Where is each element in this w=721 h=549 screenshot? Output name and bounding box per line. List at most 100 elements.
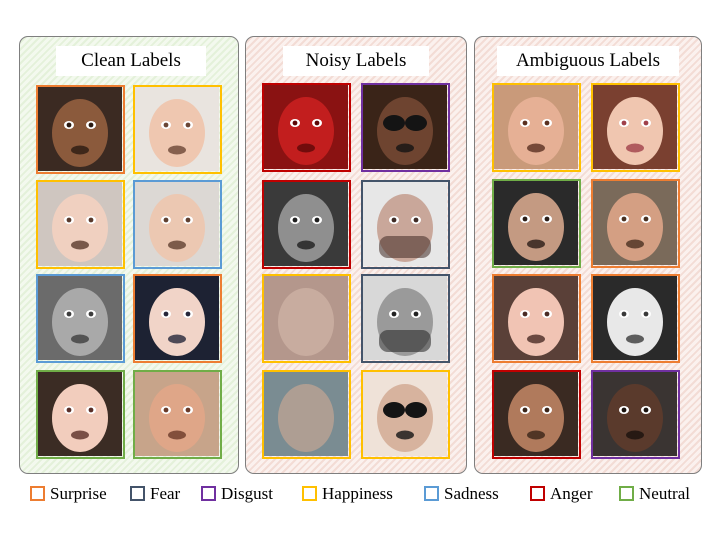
- legend-swatch: [619, 486, 634, 501]
- face-image: [38, 87, 122, 171]
- right-pupil: [643, 120, 649, 126]
- face-image: [135, 276, 219, 360]
- mouth: [626, 239, 644, 249]
- face-image: [494, 372, 578, 456]
- face-skin: [377, 384, 433, 452]
- face-image: [593, 372, 677, 456]
- legend-label: Disgust: [221, 484, 273, 503]
- sunglasses-left-lens: [383, 402, 405, 418]
- left-pupil: [621, 311, 627, 317]
- face-skin: [508, 193, 564, 261]
- face-skin: [278, 288, 334, 356]
- mouth: [297, 240, 315, 250]
- sunglasses-right-lens: [405, 115, 427, 131]
- left-pupil: [522, 120, 528, 126]
- right-pupil: [413, 217, 419, 223]
- left-pupil: [522, 311, 528, 317]
- face-skin: [607, 288, 663, 356]
- face-tile-anger: [262, 83, 351, 172]
- face-skin: [149, 384, 205, 452]
- left-pupil: [621, 120, 627, 126]
- left-pupil: [391, 217, 397, 223]
- face-tile-surprise: [591, 179, 680, 268]
- left-pupil: [621, 407, 627, 413]
- face-tile-happiness: [361, 370, 450, 459]
- right-pupil: [314, 120, 320, 126]
- left-pupil: [163, 311, 169, 317]
- left-pupil: [621, 216, 627, 222]
- mouth: [71, 430, 89, 440]
- right-pupil: [643, 216, 649, 222]
- right-pupil: [544, 407, 550, 413]
- mouth: [626, 430, 644, 440]
- right-pupil: [88, 407, 94, 413]
- left-pupil: [522, 216, 528, 222]
- mouth: [527, 430, 545, 440]
- face-image: [363, 276, 447, 360]
- mouth: [626, 334, 644, 344]
- face-image: [264, 372, 348, 456]
- face-image: [135, 87, 219, 171]
- face-skin: [508, 288, 564, 356]
- legend-swatch: [30, 486, 45, 501]
- right-pupil: [185, 122, 191, 128]
- face-tile-sadness: [36, 274, 125, 363]
- face-tile-fear: [361, 180, 450, 269]
- face-skin: [278, 384, 334, 452]
- legend-label: Anger: [550, 484, 593, 503]
- left-pupil: [66, 217, 72, 223]
- face-skin: [52, 384, 108, 452]
- right-pupil: [185, 311, 191, 317]
- face-image: [494, 181, 578, 265]
- mouth: [71, 334, 89, 344]
- face-skin: [278, 194, 334, 262]
- sunglasses-left-lens: [383, 115, 405, 131]
- noisy-labels-title: Noisy Labels: [283, 46, 429, 76]
- face-tile-happiness: [262, 274, 351, 363]
- hand-over-mouth: [379, 236, 431, 258]
- mouth: [396, 143, 414, 153]
- face-image: [363, 182, 447, 266]
- face-tile-happiness: [492, 83, 581, 172]
- face-image: [494, 85, 578, 169]
- face-tile-anger: [492, 370, 581, 459]
- right-pupil: [643, 311, 649, 317]
- left-pupil: [292, 217, 298, 223]
- mouth: [71, 145, 89, 155]
- face-tile-surprise: [133, 274, 222, 363]
- face-skin: [278, 97, 334, 165]
- face-skin: [377, 97, 433, 165]
- right-pupil: [544, 120, 550, 126]
- face-tile-neutral: [36, 370, 125, 459]
- right-pupil: [314, 217, 320, 223]
- left-pupil: [163, 122, 169, 128]
- mouth: [626, 143, 644, 153]
- face-tile-sadness: [133, 180, 222, 269]
- right-pupil: [413, 311, 419, 317]
- right-pupil: [185, 407, 191, 413]
- legend-swatch: [130, 486, 145, 501]
- face-image: [494, 276, 578, 360]
- face-skin: [52, 288, 108, 356]
- face-tile-disgust: [591, 370, 680, 459]
- mouth: [168, 334, 186, 344]
- face-image: [38, 372, 122, 456]
- left-pupil: [66, 122, 72, 128]
- face-skin: [52, 99, 108, 167]
- left-pupil: [163, 217, 169, 223]
- face-skin: [607, 384, 663, 452]
- left-pupil: [292, 120, 298, 126]
- legend-swatch: [424, 486, 439, 501]
- face-image: [264, 276, 348, 360]
- mouth: [71, 240, 89, 250]
- face-skin: [149, 288, 205, 356]
- mouth: [527, 334, 545, 344]
- mouth: [297, 143, 315, 153]
- legend-label: Sadness: [444, 484, 499, 503]
- mouth: [168, 145, 186, 155]
- face-image: [264, 182, 348, 266]
- face-image: [135, 372, 219, 456]
- face-image: [363, 372, 447, 456]
- face-tile-surprise: [591, 274, 680, 363]
- legend-swatch: [530, 486, 545, 501]
